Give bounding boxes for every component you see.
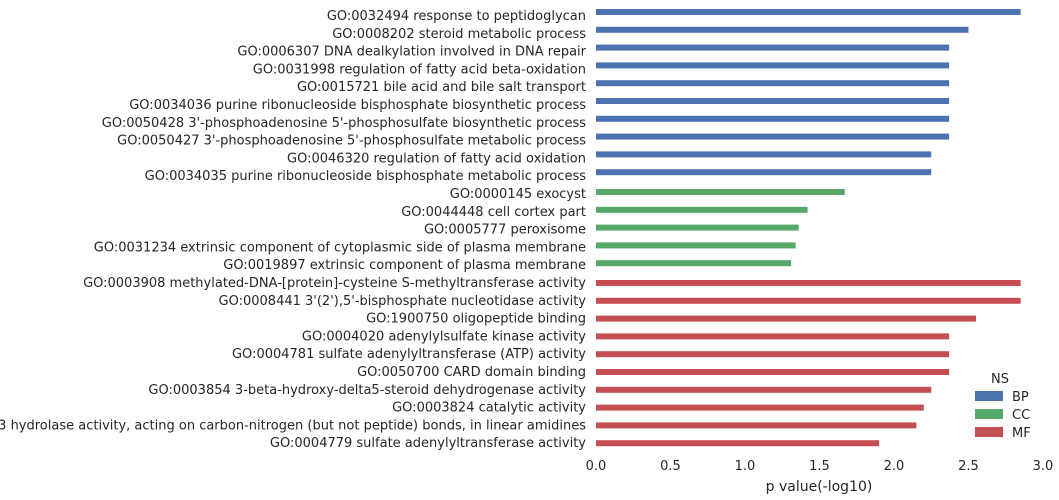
legend-label-mf: MF [1012,426,1031,441]
y-tick-label: GO:0034035 purine ribonucleoside bisphos… [145,169,587,184]
bar-mf [596,440,880,447]
y-tick-label: GO:0032494 response to peptidoglycan [327,9,586,24]
x-tick-labels: 0.0 0.5 1.0 1.5 2.0 2.5 3.0 [586,459,1054,474]
bar-mf [596,280,1021,286]
y-tick-label: GO:0003908 methylated-DNA-[protein]-cyst… [83,276,586,291]
y-tick-label: GO:0004781 sulfate adenylyltransferase (… [232,347,586,362]
y-tick-labels: GO:0032494 response to peptidoglycan GO:0… [0,9,587,451]
bar-mf [596,404,924,411]
bar-bp [596,169,932,176]
y-tick-label: GO:0000145 exocyst [450,187,586,202]
y-tick-label: GO:0008202 steroid metabolic process [332,27,586,42]
y-tick-label: GO:0044448 cell cortex part [401,205,586,220]
bar-mf [596,333,950,340]
bar-mf [596,369,950,375]
y-tick-label: GO:0008441 3'(2'),5'-bisphosphate nucleo… [219,294,587,309]
bar-cc [596,189,845,195]
legend-swatch-mf [975,427,1003,437]
y-tick-label: GO:0034036 purine ribonucleoside bisphos… [129,98,586,113]
y-tick-label: GO:0003824 catalytic activity [392,401,586,416]
y-tick-label: GO:0050700 CARD domain binding [357,365,586,380]
bar-bp [596,62,950,69]
bar-mf [596,422,917,429]
legend-label-bp: BP [1012,390,1029,405]
bar-mf [596,386,932,393]
bar-bp [596,151,932,158]
y-tick-label: GO:0031998 regulation of fatty acid beta… [253,62,586,77]
bar-cc [596,224,799,231]
bar-cc [596,242,796,249]
y-tick-label: GO:0006307 DNA dealkylation involved in … [237,45,586,60]
legend-title: NS [991,372,1009,387]
x-tick-label: 2.5 [958,459,979,474]
y-tick-label: GO:0004020 adenylylsulfate kinase activi… [302,329,586,344]
x-tick-label: 1.0 [735,459,756,474]
bars-group [596,9,1021,447]
x-tick-label: 3.0 [1033,459,1054,474]
x-tick-label: 0.5 [660,459,681,474]
y-tick-label: GO:0019897 extrinsic component of plasma… [223,258,586,273]
y-tick-label: GO:0050427 3'-phosphoadenosine 5'-phosph… [117,134,586,149]
y-tick-label: GO:0050428 3'-phosphoadenosine 5'-phosph… [102,116,586,131]
y-tick-label: GO:0005777 peroxisome [424,223,586,238]
bar-bp [596,26,969,33]
bar-mf [596,315,976,322]
y-tick-label: GO:0031234 extrinsic component of cytopl… [94,240,586,255]
y-tick-label: GO:0015721 bile acid and bile salt trans… [297,80,586,95]
x-tick-label: 0.0 [586,459,607,474]
x-tick-label: 2.0 [884,459,905,474]
bar-mf [596,351,950,358]
bar-bp [596,9,1021,15]
bar-cc [596,206,808,213]
bar-bp [596,44,950,51]
legend: NS BP CC MF [975,372,1031,441]
legend-swatch-bp [975,391,1003,401]
x-axis-label: p value(-log10) [766,479,873,495]
x-tick-label: 1.5 [809,459,830,474]
y-tick-label: GO:0004779 sulfate adenylyltransferase a… [270,436,586,451]
y-tick-label: GO:0016813 hydrolase activity, acting on… [0,418,586,433]
bar-mf [596,297,1021,304]
legend-label-cc: CC [1012,408,1030,423]
bar-bp [596,133,950,140]
bar-bp [596,115,950,122]
bar-cc [596,260,792,267]
y-tick-label: GO:1900750 oligopeptide binding [366,312,586,327]
y-tick-label: GO:0046320 regulation of fatty acid oxid… [287,151,586,166]
bar-bp [596,98,950,104]
legend-swatch-cc [975,409,1003,419]
y-tick-label: GO:0003854 3-beta-hydroxy-delta5-steroid… [148,383,586,398]
bar-bp [596,80,950,87]
